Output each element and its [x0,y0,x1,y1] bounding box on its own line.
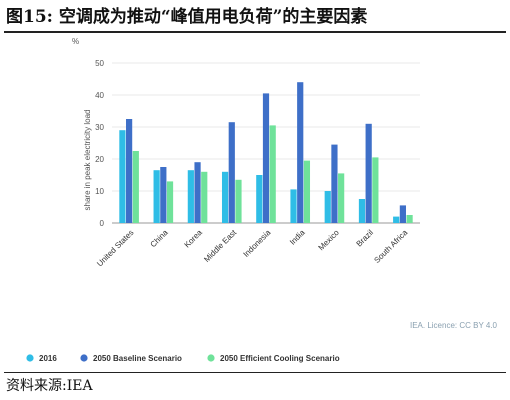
bar [303,160,311,223]
bar [324,191,331,223]
bar [256,175,263,223]
bar [132,151,139,223]
bar [338,173,345,223]
bar [221,171,229,223]
source-rule [4,372,506,373]
source-note: 资料来源:IEA [6,378,93,394]
legend-label: 2050 Baseline Scenario [93,354,182,363]
legend-label: 2050 Efficient Cooling Scenario [220,354,340,363]
bar [372,157,379,223]
x-tick-label: Korea [183,228,205,250]
x-tick-label: India [288,228,307,247]
bar [406,215,413,223]
y-axis-ticks: 0 10 20 30 40 50 [95,59,104,228]
chart-credit: IEA. Licence: CC BY 4.0 [410,321,498,330]
bar [399,205,406,223]
legend-swatch [80,354,88,362]
bar [393,216,400,223]
x-tick-label: Mexico [317,228,342,253]
bar [331,144,338,223]
bar [153,170,160,223]
bar [365,123,372,223]
bars [119,82,413,224]
y-tick-label: 50 [95,59,104,68]
y-axis-unit: % [72,37,79,46]
legend: 2016 2050 Baseline Scenario 2050 Efficient… [26,354,340,363]
bar [290,189,297,223]
x-tick-label: Brazil [355,228,376,249]
bar [235,179,242,223]
x-tick-label: United States [95,228,135,268]
legend-label: 2016 [39,354,57,363]
y-tick-label: 30 [95,123,104,132]
y-tick-label: 20 [95,155,104,164]
bar [160,167,167,223]
title-rule [4,31,506,33]
bar [358,199,366,223]
bar [297,82,304,223]
y-tick-label: 40 [95,91,104,100]
bar [119,130,126,223]
x-tick-label: Indonesia [242,228,273,259]
bar [262,93,270,224]
bar-chart: % share in peak electricity load 0 10 20 30… [26,37,498,363]
figure-title: 图15: 空调成为推动“峰值用电负荷”的主要因素 [6,7,368,27]
x-tick-label: China [149,228,171,250]
legend-swatch [26,354,34,362]
x-tick-label: Middle East [202,228,238,264]
bar [194,162,201,223]
y-axis-label: share in peak electricity load [83,110,92,211]
bar [166,181,174,223]
bar [228,122,235,223]
bar [126,119,133,223]
y-tick-label: 10 [95,187,104,196]
x-tick-label: South Africa [372,228,409,265]
bar [269,125,276,223]
legend-swatch [207,354,215,362]
bar [201,171,208,223]
y-tick-label: 0 [100,219,105,228]
bar [187,170,194,223]
